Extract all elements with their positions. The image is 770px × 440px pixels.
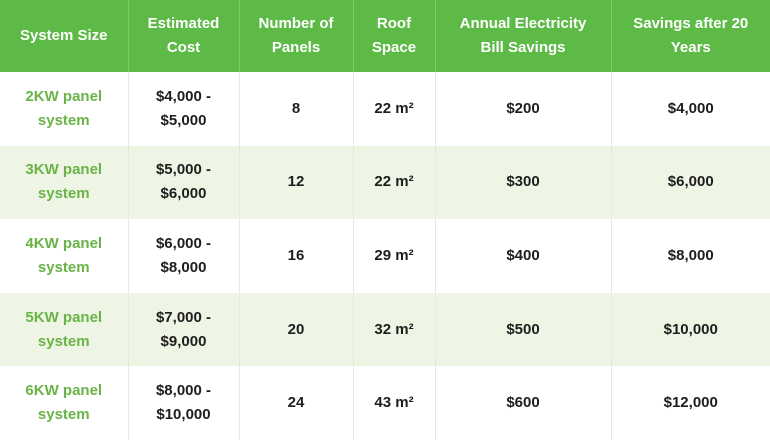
system-size-cell: 2KW panel system [0,72,129,146]
table-cell: 16 [239,219,354,293]
table-cell: $5,000 - $6,000 [128,145,240,220]
table-cell: $8,000 - $10,000 [128,366,240,440]
table-row: 2KW panel system $4,000 - $5,000 8 22 m² $20… [0,72,770,146]
column-header: Roof Space [353,0,436,72]
table-body: 2KW panel system $4,000 - $5,000 8 22 m² $20… [0,72,770,440]
table-cell: 22 m² [353,145,436,220]
system-size-cell: 3KW panel system [0,145,129,220]
table-cell: 22 m² [353,72,436,146]
table-cell: $4,000 - $5,000 [128,72,240,146]
table-cell: $6,000 - $8,000 [128,219,240,293]
table-row: 6KW panel system $8,000 - $10,000 24 43 m² $… [0,366,770,440]
table-cell: 29 m² [353,219,436,293]
table-cell: $4,000 [611,72,770,146]
table-cell: 20 [239,292,354,367]
system-size-cell: 4KW panel system [0,219,129,293]
table-cell: $500 [435,292,612,367]
table-cell: $10,000 [611,292,770,367]
table-cell: 8 [239,72,354,146]
header-row: System Size Estimated Cost Number of Panel… [0,0,770,72]
column-header: Number of Panels [239,0,354,72]
table-cell: $600 [435,366,612,440]
column-header: Annual Electricity Bill Savings [435,0,612,72]
table-cell: $200 [435,72,612,146]
table-cell: $12,000 [611,366,770,440]
column-header: System Size [0,0,129,72]
system-size-cell: 6KW panel system [0,366,129,440]
table-cell: 43 m² [353,366,436,440]
table-cell: $8,000 [611,219,770,293]
table-cell: 12 [239,145,354,220]
table-cell: 24 [239,366,354,440]
table-cell: $300 [435,145,612,220]
table-cell: $400 [435,219,612,293]
table-cell: $6,000 [611,145,770,220]
table-row: 3KW panel system $5,000 - $6,000 12 22 m² $3… [0,145,770,220]
table-row: 5KW panel system $7,000 - $9,000 20 32 m² $5… [0,292,770,367]
system-size-cell: 5KW panel system [0,292,129,367]
table-row: 4KW panel system $6,000 - $8,000 16 29 m² $4… [0,219,770,293]
table-cell: $7,000 - $9,000 [128,292,240,367]
column-header: Estimated Cost [128,0,240,72]
table-cell: 32 m² [353,292,436,367]
column-header: Savings after 20 Years [611,0,770,72]
